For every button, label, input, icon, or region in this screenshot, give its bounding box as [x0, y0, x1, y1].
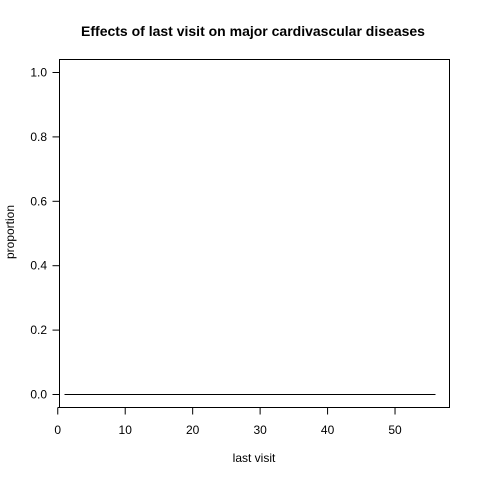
- y-axis-label: proportion: [3, 205, 17, 259]
- chart-title: Effects of last visit on major cardivasc…: [81, 23, 425, 39]
- x-axis: 0 10 20 30 40 50: [54, 407, 402, 437]
- x-axis-label: last visit: [233, 451, 276, 465]
- x-tick-label: 20: [186, 423, 200, 437]
- y-tick-label: 0.6: [30, 194, 47, 208]
- y-tick-label: 0.4: [30, 259, 47, 273]
- plot-frame: [59, 59, 450, 408]
- y-tick-label: 0.0: [30, 388, 47, 402]
- x-tick-label: 40: [321, 423, 335, 437]
- y-axis: 0.0 0.2 0.4 0.6 0.8 1.0: [30, 66, 60, 402]
- y-tick-label: 1.0: [30, 66, 47, 80]
- x-tick-label: 0: [54, 423, 61, 437]
- x-tick-label: 10: [119, 423, 133, 437]
- x-tick-label: 30: [253, 423, 267, 437]
- y-tick-label: 0.8: [30, 130, 47, 144]
- y-tick-label: 0.2: [30, 323, 47, 337]
- x-tick-label: 50: [388, 423, 402, 437]
